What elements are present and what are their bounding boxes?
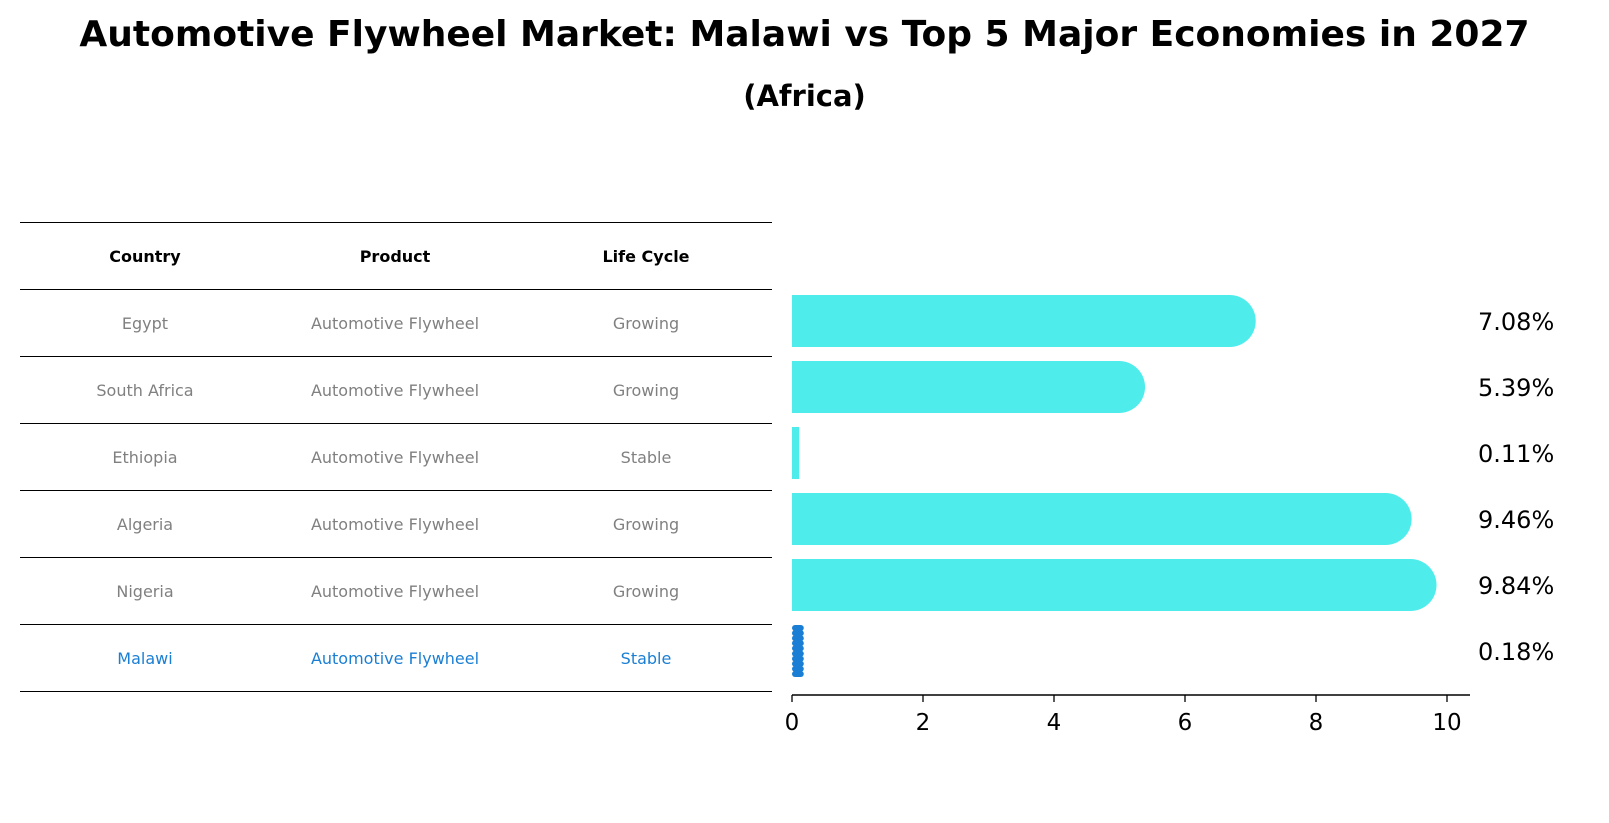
country-cell: Malawi (117, 648, 173, 668)
chart-subtitle: (Africa) (743, 79, 866, 113)
table-header-row: Country Product Life Cycle (20, 222, 772, 290)
country-cell: Algeria (116, 514, 174, 534)
life-cycle-cell: Growing (612, 581, 680, 601)
table-row-highlight: Malawi Automotive Flywheel Stable (20, 625, 772, 692)
life-cycle-cell: Growing (612, 514, 680, 534)
x-tick-label: 4 (1047, 710, 1062, 736)
product-cell: Automotive Flywheel (310, 581, 480, 601)
country-cell: Egypt (121, 313, 169, 333)
x-tick-label: 10 (1432, 710, 1461, 736)
bar-malawi (792, 630, 804, 637)
country-cell: Nigeria (116, 581, 174, 601)
header-life-cycle: Life Cycle (602, 246, 690, 266)
header-product: Product (359, 246, 431, 266)
x-tick-label: 6 (1178, 710, 1193, 736)
bar-malawi (792, 650, 804, 657)
x-tick-label: 2 (916, 710, 931, 736)
life-cycle-cell: Growing (612, 313, 680, 333)
bar-malawi (792, 625, 804, 631)
bar-ethiopia (792, 427, 800, 479)
x-tick-label: 0 (785, 710, 800, 736)
life-cycle-cell: Stable (620, 648, 672, 668)
product-cell: Automotive Flywheel (310, 514, 480, 534)
table-row: Nigeria Automotive Flywheel Growing (20, 558, 772, 625)
product-cell: Automotive Flywheel (310, 447, 480, 467)
bar-malawi (792, 645, 804, 652)
product-cell: Automotive Flywheel (310, 380, 480, 400)
product-cell: Automotive Flywheel (310, 313, 480, 333)
bar-malawi (792, 665, 804, 672)
life-cycle-cell: Stable (620, 447, 672, 467)
country-cell: South Africa (96, 380, 194, 400)
chart-title: Automotive Flywheel Market: Malawi vs To… (79, 14, 1530, 55)
bar-algeria (792, 493, 1412, 545)
bar-malawi (792, 671, 804, 677)
bar-malawi (792, 635, 804, 642)
market-table: Country Product Life Cycle Egypt Automot… (20, 222, 772, 692)
table-row: Ethiopia Automotive Flywheel Stable (20, 424, 772, 491)
bar-malawi (792, 640, 804, 647)
bar-malawi (792, 660, 804, 667)
bar-south-africa (792, 361, 1146, 413)
value-label: 9.84% (1478, 572, 1554, 600)
bar-egypt (792, 295, 1256, 347)
value-label: 9.46% (1478, 506, 1554, 534)
table-row: Algeria Automotive Flywheel Growing (20, 491, 772, 558)
bar-malawi (792, 655, 804, 662)
header-country: Country (109, 246, 181, 266)
bar-nigeria (792, 559, 1437, 611)
table-row: Egypt Automotive Flywheel Growing (20, 290, 772, 357)
life-cycle-cell: Growing (612, 380, 680, 400)
product-cell: Automotive Flywheel (310, 648, 480, 668)
value-label: 5.39% (1478, 374, 1554, 402)
country-cell: Ethiopia (112, 447, 178, 467)
value-label: 7.08% (1478, 308, 1554, 336)
value-label: 0.11% (1478, 440, 1554, 468)
value-label: 0.18% (1478, 638, 1554, 666)
x-tick-label: 8 (1309, 710, 1324, 736)
table-row: South Africa Automotive Flywheel Growing (20, 357, 772, 424)
